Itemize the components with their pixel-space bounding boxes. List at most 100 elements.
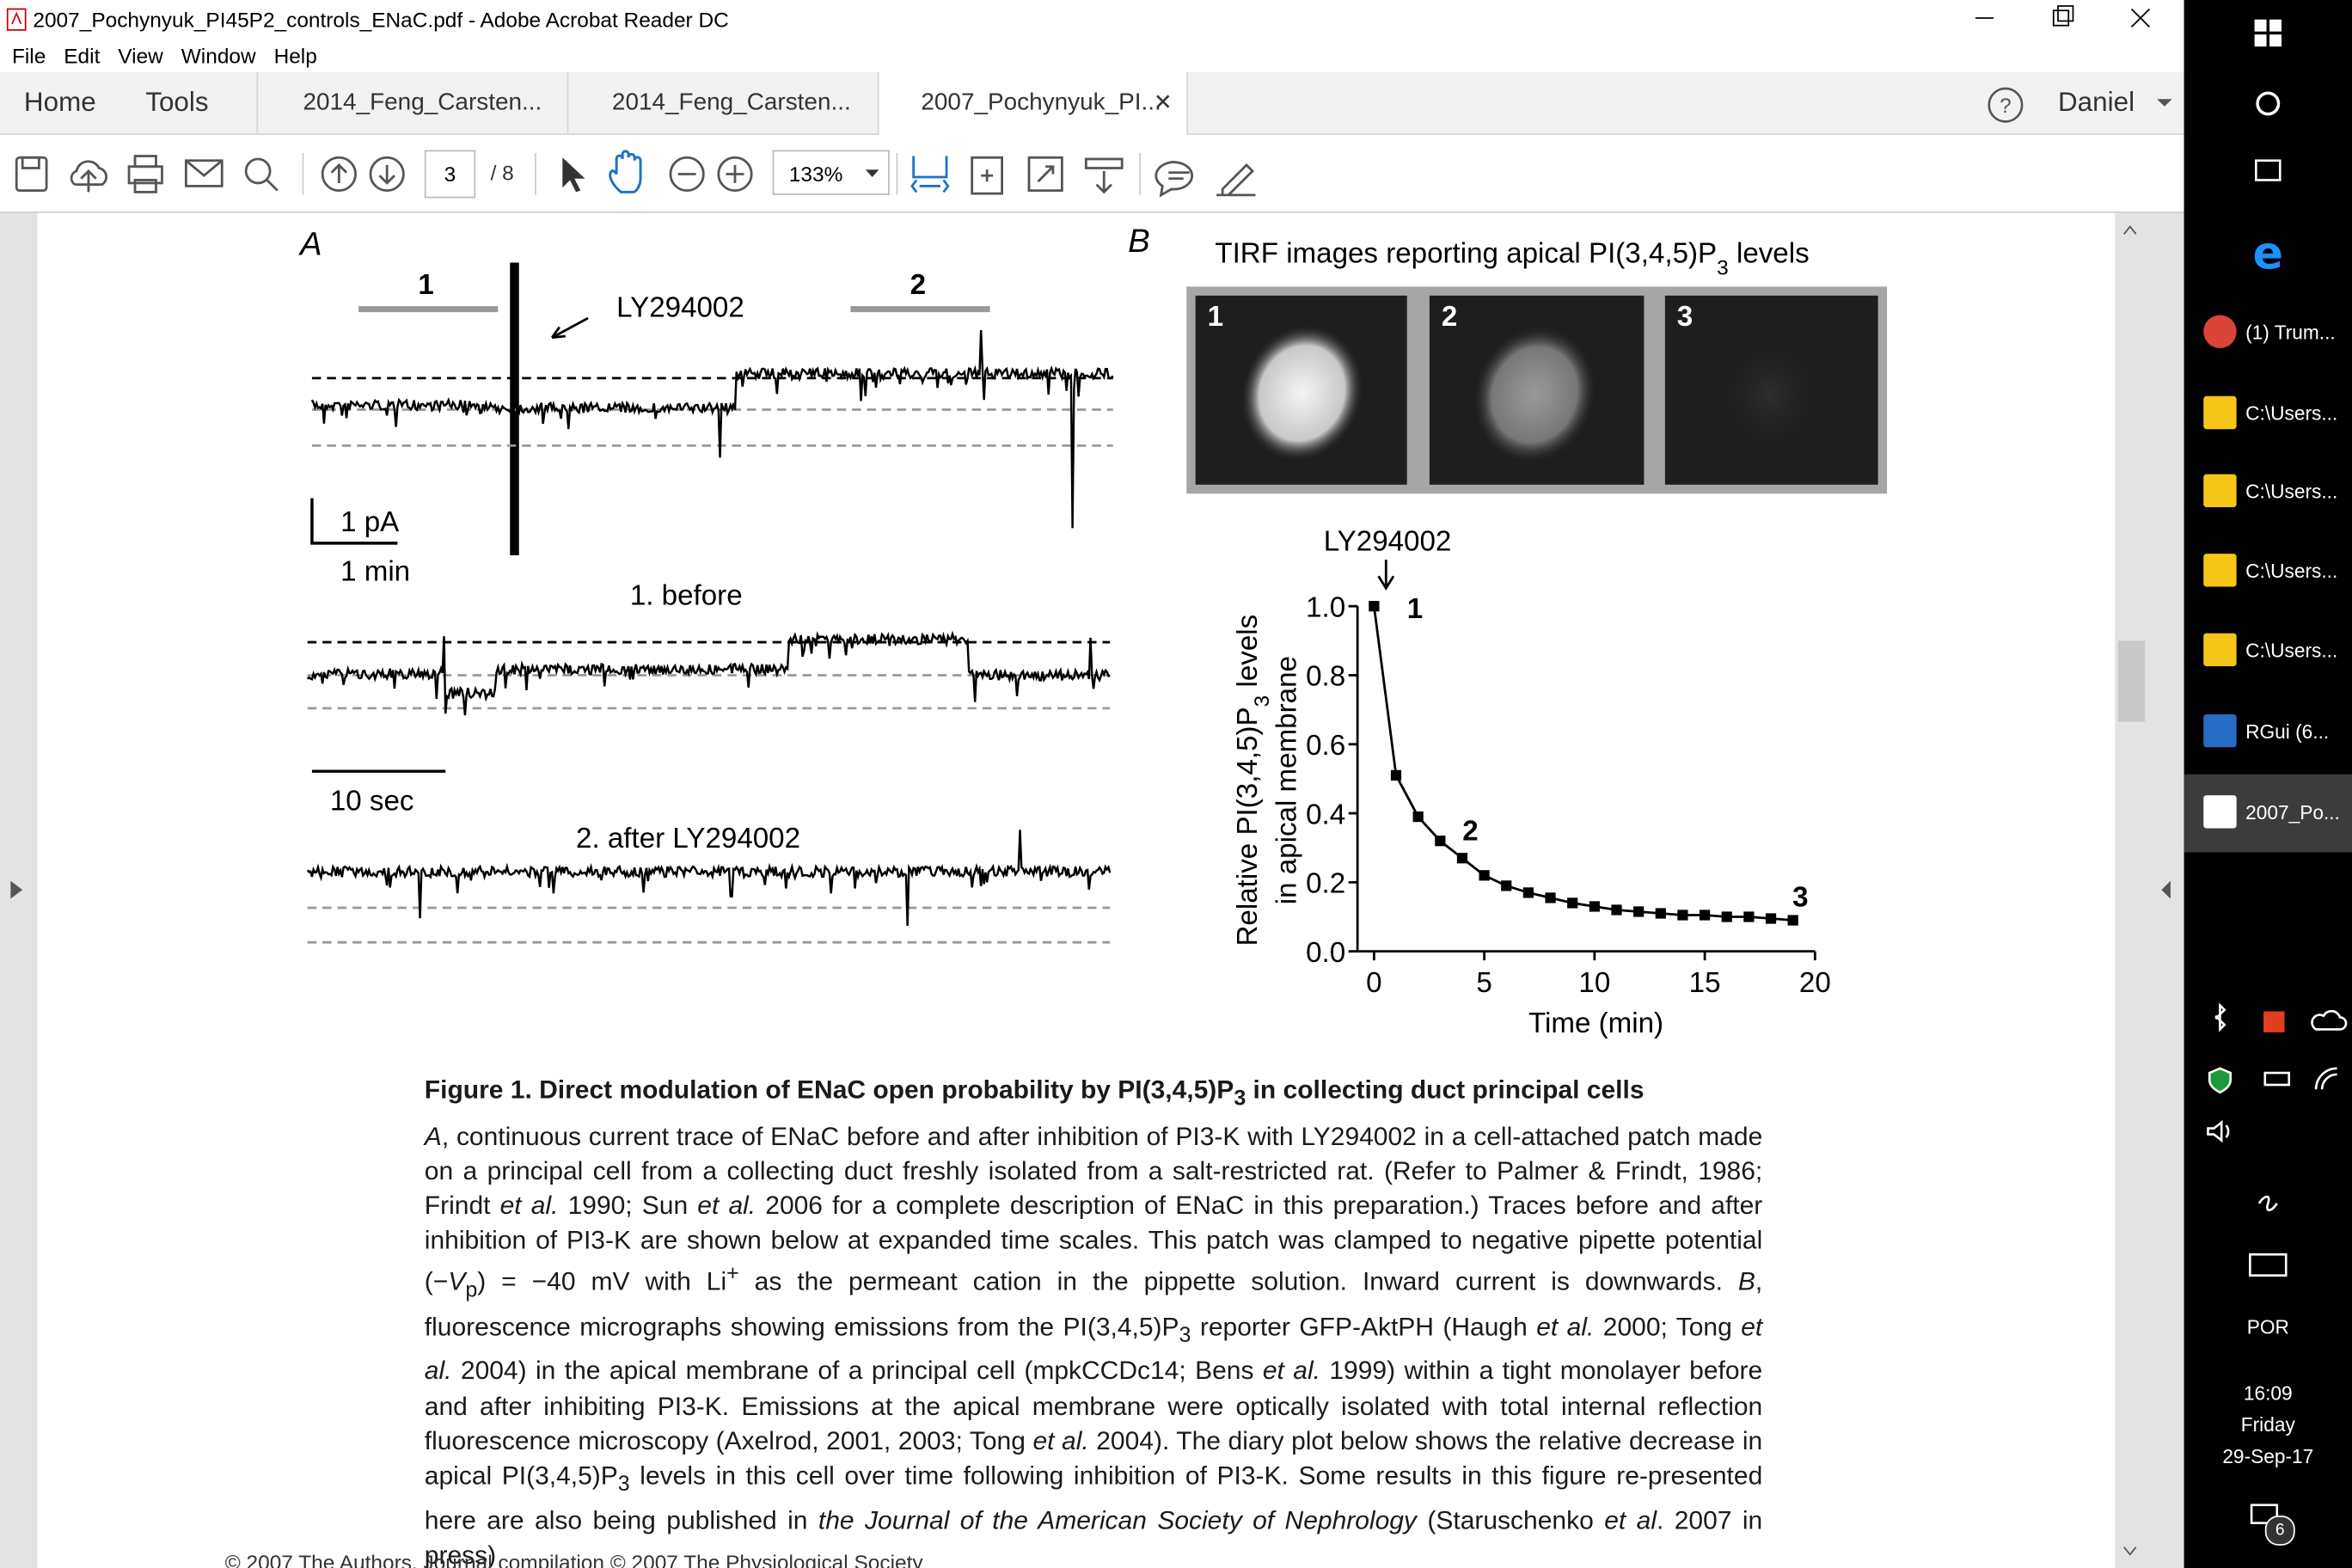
drug-label: LY294002 [616, 291, 744, 323]
bar-label: 1 [418, 269, 433, 301]
menu-item[interactable]: Help [273, 43, 317, 68]
x-tick-label: 0 [1366, 967, 1381, 999]
text-run: et al [1604, 1504, 1657, 1535]
close-tab[interactable]: ✕ [1153, 89, 1173, 116]
menu-item[interactable]: Edit [64, 43, 101, 68]
taskbar-app[interactable]: C:\Users... [2184, 375, 2352, 453]
text-run: 3 [1234, 1087, 1246, 1112]
image-label: 2 [1442, 301, 1457, 333]
app-icon [2203, 714, 2237, 748]
title-bar: 2007_Pochynyuk_PI45P2_controls_ENaC.pdf … [0, 0, 2184, 39]
y-tick-label: 0.4 [1306, 799, 1345, 830]
text-run: (Staruschenko [1416, 1504, 1605, 1535]
page-footer: © 2007 The Authors. Journal compilation … [224, 1550, 923, 1568]
text-run: 3 [1251, 695, 1274, 707]
text-run: et al. [1536, 1311, 1595, 1342]
home-tab[interactable]: Home [23, 87, 96, 118]
taskbar-app[interactable]: C:\Users... [2184, 533, 2352, 611]
y-tick-label: 0.0 [1306, 937, 1345, 969]
page-number-input[interactable]: 3 [424, 150, 476, 199]
data-point [1545, 892, 1556, 903]
text-run: TIRF images reporting apical PI(3,4,5)P [1215, 237, 1717, 269]
document-tab[interactable]: 2014_Feng_Carsten... [568, 71, 879, 134]
reference-lines [307, 377, 1113, 944]
text-run: et al. [697, 1190, 756, 1221]
app-icon [2203, 315, 2237, 348]
image-label: 3 [1677, 301, 1693, 333]
clock-date[interactable]: 29-Sep-17 [2222, 1444, 2314, 1468]
y-tick-label: 0.8 [1306, 661, 1345, 693]
menu-item[interactable]: Window [181, 43, 256, 68]
text-run: et al. [499, 1190, 559, 1221]
active-document-tab[interactable]: 2007_Pochynyuk_PI... [879, 71, 1188, 136]
taskbar-app[interactable]: RGui (6... [2184, 693, 2352, 771]
caption-title: Figure 1. Direct modulation of ENaC open… [425, 1073, 1762, 1118]
tools-tab[interactable]: Tools [123, 71, 259, 134]
text-run: as the permeant cation in the pippette s… [738, 1266, 1738, 1297]
data-point [1655, 908, 1666, 919]
taskbar-app[interactable]: 2007_Po... [2184, 774, 2352, 853]
data-point [1611, 904, 1622, 916]
document-tab[interactable]: 2014_Feng_Carsten... [258, 71, 569, 134]
toolbar-icons[interactable] [0, 135, 1290, 213]
zoom-select[interactable]: 133% [772, 150, 890, 195]
scale-bar [310, 498, 398, 545]
scrollbar[interactable] [2115, 213, 2184, 1568]
window-controls[interactable] [1950, 0, 2184, 39]
text-run: 3 [617, 1473, 630, 1498]
cell [1240, 325, 1363, 462]
x-tick-label: 10 [1578, 967, 1610, 999]
text-run: et al. [424, 1311, 1763, 1386]
text-run: the Journal of the American Society of N… [818, 1504, 1417, 1535]
arrow [1377, 560, 1395, 591]
taskbar-app[interactable]: C:\Users... [2184, 612, 2352, 690]
taskbar-app[interactable]: C:\Users... [2184, 453, 2352, 531]
text-run: B [1737, 1266, 1755, 1297]
x-tick-label: 15 [1689, 967, 1721, 999]
input-language[interactable]: POR [2246, 1315, 2289, 1338]
system-icons[interactable]: e [2184, 0, 2352, 300]
data-point [1699, 910, 1711, 921]
data-point [1765, 913, 1777, 924]
y-tick-label: 0.6 [1306, 730, 1345, 762]
zoom-dropdown[interactable] [865, 169, 880, 178]
text-run: . 2007 in press) [424, 1504, 1763, 1568]
clock-day[interactable]: Friday [2240, 1413, 2295, 1436]
svg-text:?: ? [2000, 95, 2012, 118]
text-run: 1990; Sun [558, 1190, 698, 1221]
text-run: V [448, 1266, 466, 1297]
text-run: 3 [1179, 1323, 1191, 1348]
tray-icons[interactable] [2184, 990, 2352, 1306]
left-panel-toggle[interactable] [10, 880, 25, 899]
taskbar-app[interactable]: (1) Trum... [2184, 294, 2352, 372]
notification-count[interactable]: 6 [2264, 1515, 2295, 1546]
y-tick-label: 1.0 [1306, 591, 1345, 623]
action-center[interactable] [2250, 1504, 2280, 1528]
menu-item[interactable]: File [11, 43, 46, 68]
user-name[interactable]: Daniel [2058, 87, 2135, 118]
scale-label: 10 sec [330, 786, 414, 818]
clock-time[interactable]: 16:09 [2243, 1381, 2293, 1405]
app-icon [6, 8, 27, 31]
text-run: et al. [1032, 1425, 1089, 1455]
data-point [1721, 911, 1732, 922]
data-point [1435, 836, 1446, 847]
text-run: , continuous current trace of ENaC befor… [424, 1120, 1763, 1221]
arrow [550, 316, 589, 340]
point-label: 2 [1462, 815, 1478, 847]
user-menu[interactable] [2157, 97, 2172, 109]
menu-item[interactable]: View [118, 43, 163, 68]
help-icon[interactable]: ? [1986, 85, 2024, 124]
current-trace [306, 830, 1112, 927]
y-axis-label: in apical membrane [1271, 656, 1303, 904]
app-icon [2203, 795, 2237, 829]
drug-label: LY294002 [1324, 526, 1452, 558]
point-label: 3 [1792, 881, 1808, 913]
tab-bar: Home Tools 2014_Feng_Carsten... 2014_Fen… [0, 71, 2184, 136]
app-icon [2203, 474, 2237, 507]
text-run: 3 [1717, 256, 1729, 279]
y-axis-label: Relative PI(3,4,5)P3 levels [1232, 615, 1273, 946]
